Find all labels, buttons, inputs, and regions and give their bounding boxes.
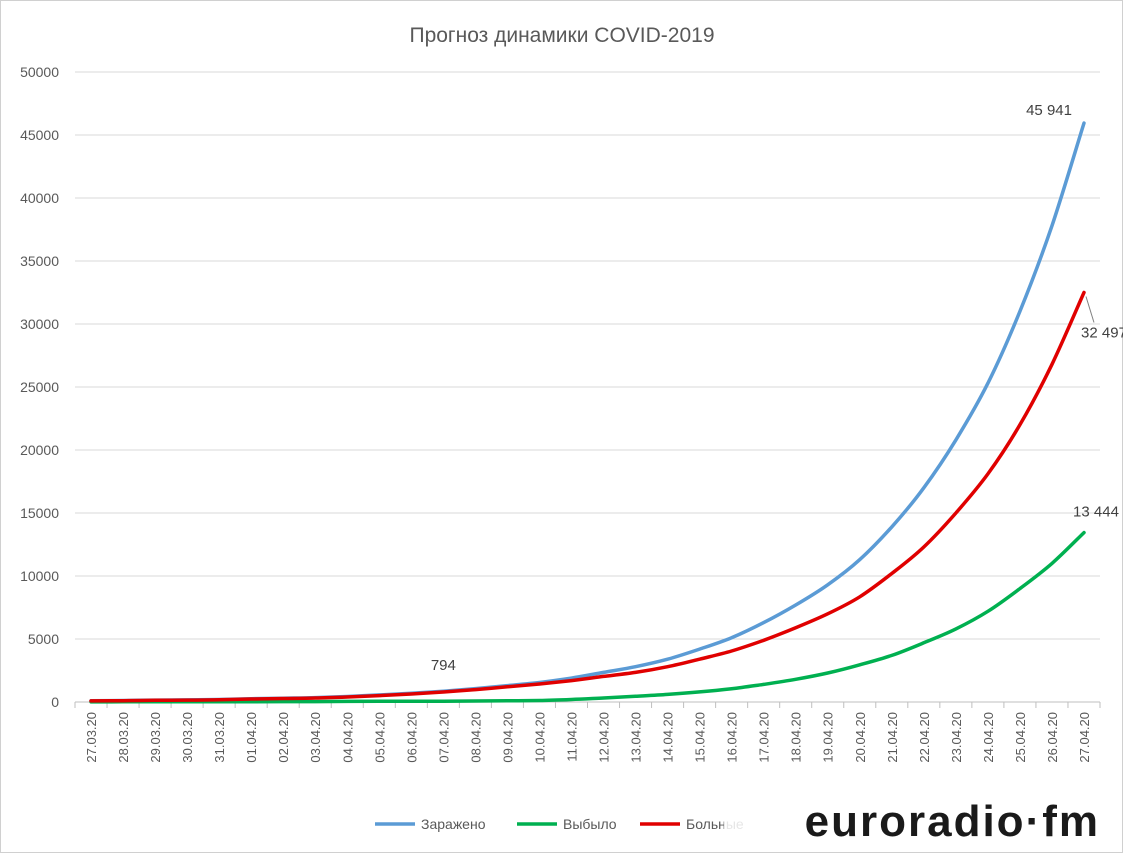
x-tick-label: 25.04.20: [1013, 712, 1028, 763]
x-tick-label: 31.03.20: [212, 712, 227, 763]
legend-label: Заражено: [421, 816, 486, 832]
y-tick-label: 15000: [20, 505, 59, 521]
x-tick-label: 26.04.20: [1045, 712, 1060, 763]
y-tick-label: 10000: [20, 568, 59, 584]
y-tick-label: 50000: [20, 64, 59, 80]
x-tick-label: 30.03.20: [180, 712, 195, 763]
x-tick-label: 15.04.20: [693, 712, 708, 763]
data-label: 794: [431, 657, 456, 674]
data-labels: 45 941 32 497 13 444 794: [431, 102, 1123, 674]
y-tick-label: 20000: [20, 442, 59, 458]
watermark-text: euroradio·fm: [805, 797, 1100, 846]
x-tick-label: 09.04.20: [500, 712, 515, 763]
watermark-backdrop: [724, 798, 1122, 852]
data-label: 45 941: [1026, 102, 1072, 119]
y-axis-tick-labels: 0 5000 10000 15000 20000 25000 30000 35000 40000…: [20, 64, 59, 710]
x-tick-label: 27.03.20: [84, 712, 99, 763]
x-tick-label: 02.04.20: [276, 712, 291, 763]
x-tick-label: 27.04.20: [1077, 712, 1092, 763]
x-tick-label: 28.03.20: [116, 712, 131, 763]
data-label: 32 497: [1081, 325, 1123, 342]
x-tick-label: 17.04.20: [757, 712, 772, 763]
x-tick-label: 21.04.20: [885, 712, 900, 763]
x-tick-label: 08.04.20: [468, 712, 483, 763]
y-tick-label: 30000: [20, 316, 59, 332]
x-tick-label: 23.04.20: [949, 712, 964, 763]
watermark-logo: euroradio·fm: [724, 797, 1122, 852]
x-tick-label: 22.04.20: [917, 712, 932, 763]
y-tick-label: 25000: [20, 379, 59, 395]
x-axis-tick-labels: 27.03.20 28.03.20 29.03.20 30.03.20 31.03.20…: [84, 712, 1092, 763]
x-tick-label: 13.04.20: [629, 712, 644, 763]
x-tick-label: 12.04.20: [597, 712, 612, 763]
y-tick-label: 45000: [20, 127, 59, 143]
x-tick-label: 05.04.20: [372, 712, 387, 763]
series-line-1: [89, 530, 1086, 704]
x-tick-label: 19.04.20: [821, 712, 836, 763]
legend-label: Выбыло: [563, 816, 617, 832]
x-tick-label: 14.04.20: [661, 712, 676, 763]
y-tick-label: 40000: [20, 190, 59, 206]
x-tick-label: 20.04.20: [853, 712, 868, 763]
y-tick-label: 35000: [20, 253, 59, 269]
x-tick-label: 11.04.20: [564, 712, 579, 762]
data-label-leader: [1085, 296, 1095, 323]
x-tick-label: 07.04.20: [436, 712, 451, 763]
x-tick-label: 06.04.20: [404, 712, 419, 763]
series-lines: [89, 121, 1086, 704]
x-tick-label: 29.03.20: [148, 712, 163, 763]
x-tick-label: 03.04.20: [308, 712, 323, 763]
series-line-2: [89, 290, 1086, 703]
y-tick-label: 0: [51, 694, 59, 710]
y-tick-label: 5000: [28, 631, 59, 647]
x-tick-label: 10.04.20: [532, 712, 547, 763]
x-tick-label: 16.04.20: [725, 712, 740, 763]
x-tick-label: 04.04.20: [340, 712, 355, 763]
data-label: 13 444: [1073, 504, 1119, 521]
chart-title: Прогноз динамики COVID-2019: [409, 24, 714, 47]
x-tick-label: 18.04.20: [789, 712, 804, 763]
x-tick-label: 24.04.20: [981, 712, 996, 763]
x-tick-label: 01.04.20: [244, 712, 259, 763]
